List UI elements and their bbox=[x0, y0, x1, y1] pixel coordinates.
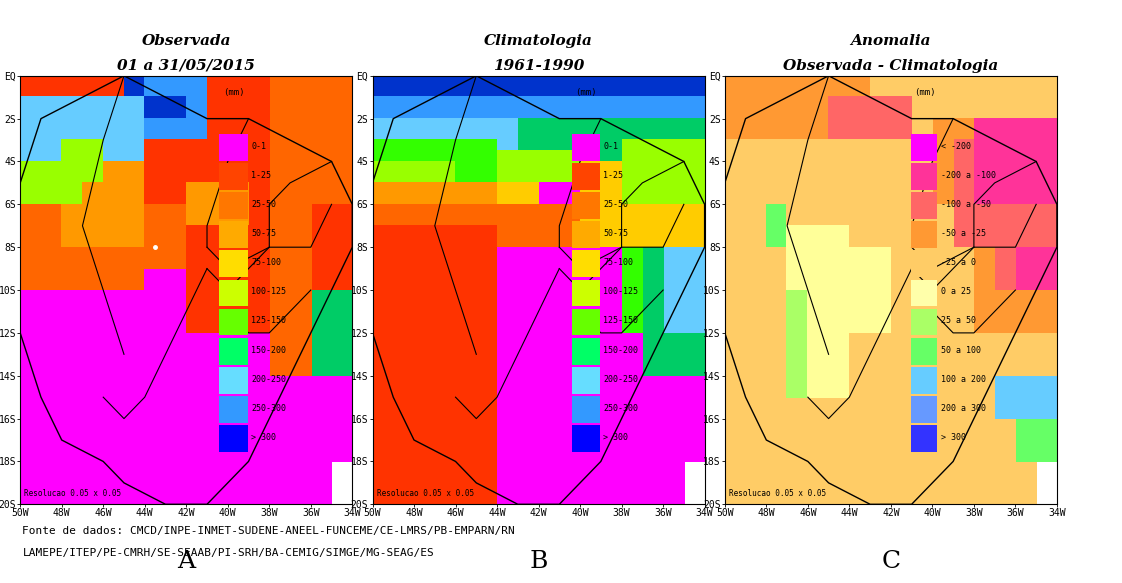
FancyBboxPatch shape bbox=[911, 279, 937, 306]
Text: 150-200: 150-200 bbox=[251, 346, 286, 354]
FancyBboxPatch shape bbox=[572, 308, 600, 335]
Text: 0-1: 0-1 bbox=[251, 142, 266, 150]
FancyBboxPatch shape bbox=[220, 221, 248, 248]
FancyBboxPatch shape bbox=[911, 367, 937, 394]
Text: 125-150: 125-150 bbox=[251, 317, 286, 325]
Text: B: B bbox=[530, 550, 548, 573]
Text: 1-25: 1-25 bbox=[604, 171, 624, 180]
Text: 75-100: 75-100 bbox=[251, 258, 280, 267]
FancyBboxPatch shape bbox=[911, 221, 937, 248]
Text: 25 a 50: 25 a 50 bbox=[940, 317, 976, 325]
Text: 25-50: 25-50 bbox=[251, 200, 276, 209]
Text: -50 a -25: -50 a -25 bbox=[940, 229, 986, 238]
Text: Climatologia: Climatologia bbox=[484, 34, 594, 48]
Text: 100-125: 100-125 bbox=[604, 287, 638, 296]
Text: 1961-1990: 1961-1990 bbox=[493, 59, 585, 73]
Text: -25 a 0: -25 a 0 bbox=[940, 258, 976, 267]
FancyBboxPatch shape bbox=[220, 396, 248, 423]
FancyBboxPatch shape bbox=[220, 279, 248, 306]
Text: 200 a 300: 200 a 300 bbox=[940, 404, 986, 413]
Text: Resolucao 0.05 x 0.05: Resolucao 0.05 x 0.05 bbox=[377, 489, 473, 498]
FancyBboxPatch shape bbox=[572, 367, 600, 394]
Text: > 300: > 300 bbox=[940, 433, 966, 442]
Text: A: A bbox=[177, 550, 195, 573]
Text: 0-1: 0-1 bbox=[604, 142, 618, 150]
Text: 150-200: 150-200 bbox=[604, 346, 638, 354]
FancyBboxPatch shape bbox=[911, 338, 937, 364]
Text: 0 a 25: 0 a 25 bbox=[940, 287, 971, 296]
Text: (mm): (mm) bbox=[914, 88, 936, 97]
FancyBboxPatch shape bbox=[220, 338, 248, 364]
Text: 200-250: 200-250 bbox=[604, 375, 638, 384]
Text: 250-300: 250-300 bbox=[251, 404, 286, 413]
Text: 100 a 200: 100 a 200 bbox=[940, 375, 986, 384]
FancyBboxPatch shape bbox=[572, 338, 600, 364]
Text: < -200: < -200 bbox=[940, 142, 971, 150]
FancyBboxPatch shape bbox=[572, 279, 600, 306]
FancyBboxPatch shape bbox=[220, 250, 248, 277]
FancyBboxPatch shape bbox=[911, 308, 937, 335]
Text: Observada - Climatologia: Observada - Climatologia bbox=[783, 59, 999, 73]
Text: -100 a -50: -100 a -50 bbox=[940, 200, 991, 209]
Text: 50 a 100: 50 a 100 bbox=[940, 346, 981, 354]
FancyBboxPatch shape bbox=[911, 396, 937, 423]
Text: Fonte de dados: CMCD/INPE-INMET-SUDENE-ANEEL-FUNCEME/CE-LMRS/PB-EMPARN/RN: Fonte de dados: CMCD/INPE-INMET-SUDENE-A… bbox=[22, 526, 515, 536]
Text: -200 a -100: -200 a -100 bbox=[940, 171, 995, 180]
FancyBboxPatch shape bbox=[911, 250, 937, 277]
FancyBboxPatch shape bbox=[572, 221, 600, 248]
FancyBboxPatch shape bbox=[911, 192, 937, 219]
Text: (mm): (mm) bbox=[223, 88, 245, 97]
Text: 200-250: 200-250 bbox=[251, 375, 286, 384]
Text: © CPTEC/INPE: © CPTEC/INPE bbox=[945, 533, 1036, 546]
FancyBboxPatch shape bbox=[911, 425, 937, 452]
FancyBboxPatch shape bbox=[572, 163, 600, 190]
Text: 50-75: 50-75 bbox=[251, 229, 276, 238]
FancyBboxPatch shape bbox=[572, 134, 600, 161]
Text: 01 a 31/05/2015: 01 a 31/05/2015 bbox=[118, 59, 255, 73]
FancyBboxPatch shape bbox=[220, 134, 248, 161]
Text: C: C bbox=[881, 550, 901, 573]
Text: Observada: Observada bbox=[141, 34, 231, 48]
Text: Resolucao 0.05 x 0.05: Resolucao 0.05 x 0.05 bbox=[25, 489, 121, 498]
Text: Resolucao 0.05 x 0.05: Resolucao 0.05 x 0.05 bbox=[729, 489, 826, 498]
Text: > 300: > 300 bbox=[251, 433, 276, 442]
Text: 75-100: 75-100 bbox=[604, 258, 633, 267]
Text: > 300: > 300 bbox=[604, 433, 628, 442]
Text: Anomalia: Anomalia bbox=[850, 34, 931, 48]
Text: 1-25: 1-25 bbox=[251, 171, 272, 180]
Text: LAMEPE/ITEP/PE-CMRH/SE-SEAAB/PI-SRH/BA-CEMIG/SIMGE/MG-SEAG/ES: LAMEPE/ITEP/PE-CMRH/SE-SEAAB/PI-SRH/BA-C… bbox=[22, 548, 434, 558]
Text: (mm): (mm) bbox=[576, 88, 597, 97]
FancyBboxPatch shape bbox=[911, 134, 937, 161]
FancyBboxPatch shape bbox=[911, 163, 937, 190]
FancyBboxPatch shape bbox=[220, 308, 248, 335]
FancyBboxPatch shape bbox=[220, 163, 248, 190]
FancyBboxPatch shape bbox=[572, 250, 600, 277]
FancyBboxPatch shape bbox=[220, 425, 248, 452]
FancyBboxPatch shape bbox=[220, 192, 248, 219]
Text: 100-125: 100-125 bbox=[251, 287, 286, 296]
Text: 250-300: 250-300 bbox=[604, 404, 638, 413]
Text: 125-150: 125-150 bbox=[604, 317, 638, 325]
FancyBboxPatch shape bbox=[572, 396, 600, 423]
FancyBboxPatch shape bbox=[572, 425, 600, 452]
FancyBboxPatch shape bbox=[220, 367, 248, 394]
FancyBboxPatch shape bbox=[572, 192, 600, 219]
Text: 50-75: 50-75 bbox=[604, 229, 628, 238]
Text: 25-50: 25-50 bbox=[604, 200, 628, 209]
